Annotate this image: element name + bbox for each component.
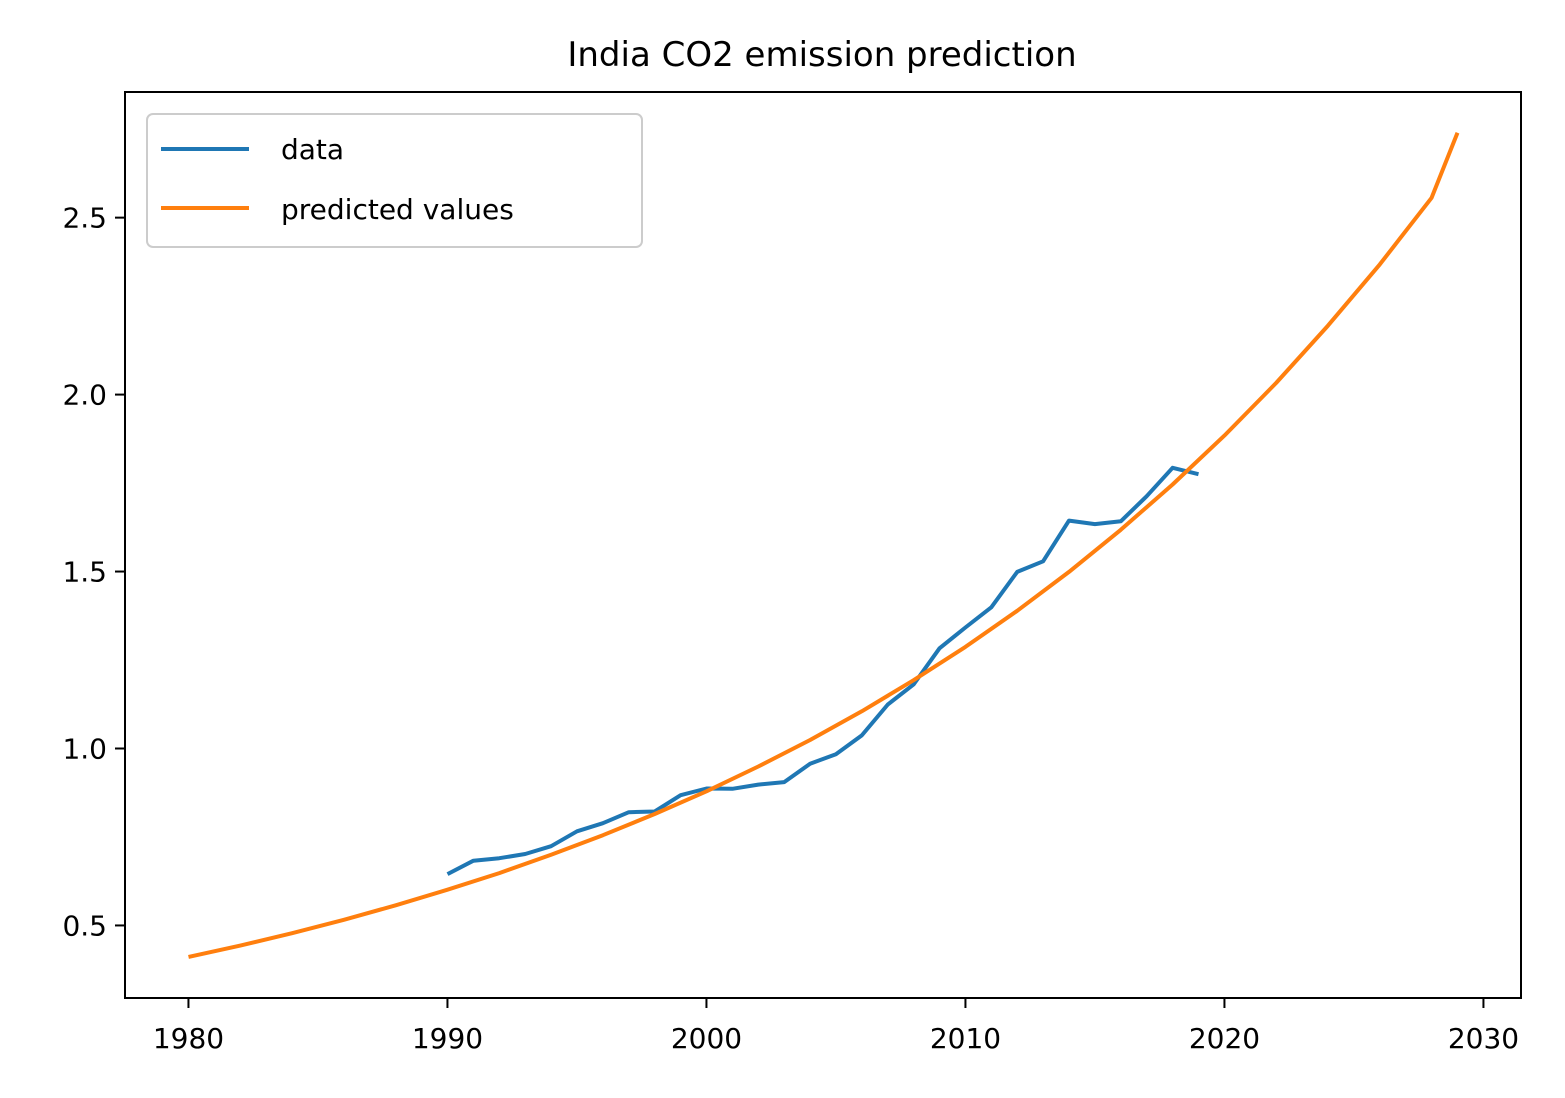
legend-label-predicted: predicted values (281, 193, 514, 226)
y-axis: 0.5 1.0 1.5 2.0 2.5 (62, 202, 125, 942)
x-tick-label: 2020 (1189, 1022, 1260, 1055)
x-tick-label: 2030 (1448, 1022, 1519, 1055)
y-tick-label: 0.5 (62, 909, 107, 942)
axes-frame (124, 91, 1522, 999)
plot-area (188, 131, 1460, 959)
legend-label-data: data (281, 133, 344, 166)
series-line-predicted-values (188, 131, 1460, 959)
y-tick-label: 1.0 (62, 732, 107, 765)
x-tick-label: 1980 (153, 1022, 224, 1055)
y-tick-label: 2.0 (62, 379, 107, 412)
legend: data predicted values (146, 113, 643, 248)
legend-box (146, 113, 643, 248)
x-tick-label: 2000 (671, 1022, 742, 1055)
chart-title: India CO2 emission prediction (567, 35, 1076, 75)
x-tick-label: 1990 (412, 1022, 483, 1055)
series-line-data (446, 465, 1199, 876)
y-tick-label: 1.5 (62, 556, 107, 589)
y-tick-label: 2.5 (62, 202, 107, 235)
x-axis: 1980 1990 2000 2010 2020 2030 (153, 998, 1519, 1055)
x-tick-label: 2010 (930, 1022, 1001, 1055)
